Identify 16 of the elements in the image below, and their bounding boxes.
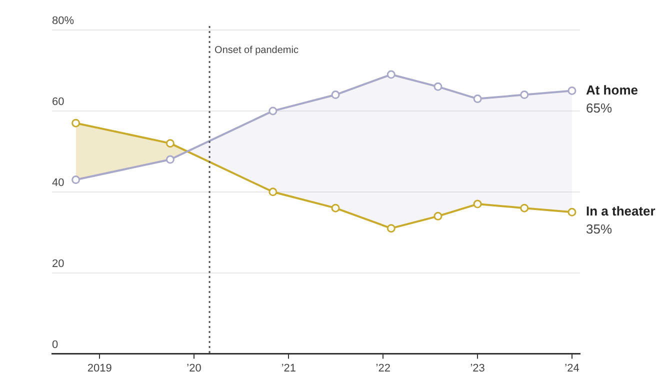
x-tick-label: ’22 [376, 362, 390, 374]
y-tick-label: 60 [52, 96, 64, 108]
x-tick-label: ’20 [186, 362, 202, 374]
ref-line-label: Onset of pandemic [214, 44, 298, 56]
series-label: At home [586, 82, 638, 98]
x-tick-label: ’24 [564, 362, 580, 374]
y-tick-label: 0 [52, 338, 58, 351]
data-label: 65% [586, 100, 612, 116]
y-tick-label: 40 [52, 176, 64, 189]
x-tick-label: 2019 [87, 362, 112, 374]
data-label: 35% [586, 222, 612, 237]
series-label: In a theater [586, 204, 656, 219]
y-tick-label: 20 [52, 258, 64, 270]
y-tick-label: 80% [52, 15, 74, 28]
x-tick-label: ’23 [470, 362, 485, 374]
x-tick-label: ’21 [281, 362, 296, 374]
